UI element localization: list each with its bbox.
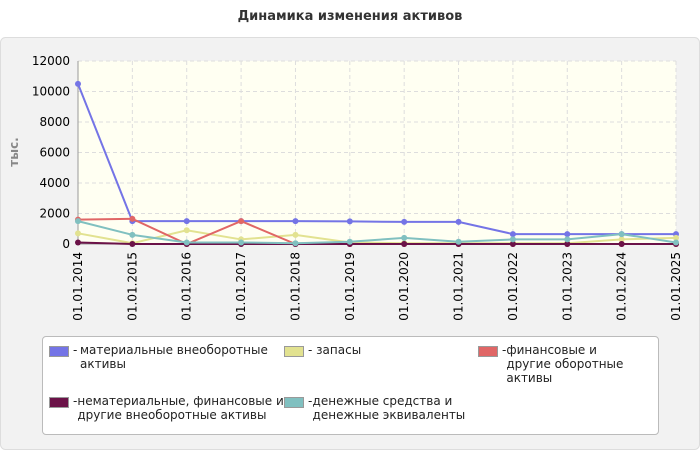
point [129, 231, 136, 238]
point [129, 215, 136, 222]
point [673, 234, 679, 241]
legend-item: - финансовые и другие оборотные активы [478, 343, 643, 392]
legend-label: финансовые и другие оборотные активы [506, 343, 624, 385]
point [618, 241, 625, 247]
point [292, 231, 299, 238]
point [455, 218, 462, 225]
legend-label: материальные внеоборотные активы [80, 343, 268, 371]
y-axis-label: тыс. [7, 137, 21, 166]
point [618, 231, 625, 238]
x-tick-label: 01.01.2024 [615, 252, 629, 321]
legend-item: - нематериальные, финансовые и другие вн… [49, 394, 284, 429]
legend-swatch [49, 396, 69, 408]
point [401, 234, 408, 241]
y-tick-label: 10000 [32, 85, 70, 99]
legend-item: - денежные средства и денежные эквивален… [284, 394, 478, 429]
point [238, 239, 245, 246]
x-tick-label: 01.01.2018 [288, 252, 302, 321]
legend-label: нематериальные, финансовые и другие внео… [77, 393, 284, 422]
y-tick-label: 12000 [32, 54, 70, 68]
point [75, 218, 81, 225]
x-tick-label: 01.01.2020 [397, 252, 411, 321]
x-tick-label: 01.01.2017 [234, 252, 248, 321]
point [238, 218, 245, 225]
point [75, 80, 81, 87]
point [292, 240, 299, 247]
point [673, 239, 679, 246]
point [401, 241, 408, 247]
x-tick-label: 01.01.2022 [506, 252, 520, 321]
point [346, 238, 353, 245]
series-line [77, 241, 676, 245]
point [564, 231, 571, 238]
legend-item: - запасы [284, 343, 478, 392]
legend-swatch [49, 346, 69, 357]
legend-swatch [478, 346, 498, 357]
point [129, 241, 136, 247]
point [75, 239, 81, 246]
legend-dash: - [308, 343, 317, 357]
legend-swatch [284, 346, 304, 357]
point [75, 230, 81, 237]
legend-label: запасы [316, 343, 362, 357]
legend-label: денежные средства и денежные эквиваленты [312, 393, 466, 422]
legend-dash: - [308, 393, 313, 422]
series-line [77, 220, 677, 245]
point [183, 239, 190, 246]
series-line [77, 229, 677, 245]
x-tick-label: 01.01.2021 [452, 252, 466, 321]
y-tick-label: 4000 [39, 176, 70, 190]
point [509, 236, 516, 243]
point [183, 218, 190, 225]
series-line [77, 83, 676, 236]
x-tick-label: 01.01.2016 [180, 252, 194, 321]
point [183, 227, 190, 234]
y-tick-label: 0 [62, 237, 70, 251]
y-tick-label: 8000 [39, 115, 70, 129]
point [564, 241, 571, 247]
legend-item: - материальные внеоборотные активы [49, 343, 284, 392]
point [455, 238, 462, 245]
legend: - материальные внеоборотные активы - запа… [42, 336, 659, 435]
legend-swatch [284, 396, 304, 408]
point [401, 218, 408, 225]
x-tick-label: 01.01.2014 [71, 252, 85, 321]
legend-dash: - [502, 343, 507, 371]
point [509, 241, 516, 247]
x-tick-label: 01.01.2015 [125, 252, 139, 321]
plot-area [78, 61, 676, 244]
y-tick-label: 2000 [39, 207, 70, 221]
x-tick-label: 01.01.2025 [669, 252, 683, 321]
point [618, 236, 625, 243]
x-tick-label: 01.01.2019 [343, 252, 357, 321]
point [346, 218, 353, 225]
legend-dash: - [73, 393, 78, 422]
x-tick-label: 01.01.2023 [560, 252, 574, 321]
point [292, 218, 299, 225]
chart-title: Динамика изменения активов [238, 9, 463, 24]
y-tick-label: 6000 [39, 146, 70, 160]
point [509, 231, 516, 238]
point [564, 236, 571, 243]
legend-dash: - [73, 343, 78, 371]
